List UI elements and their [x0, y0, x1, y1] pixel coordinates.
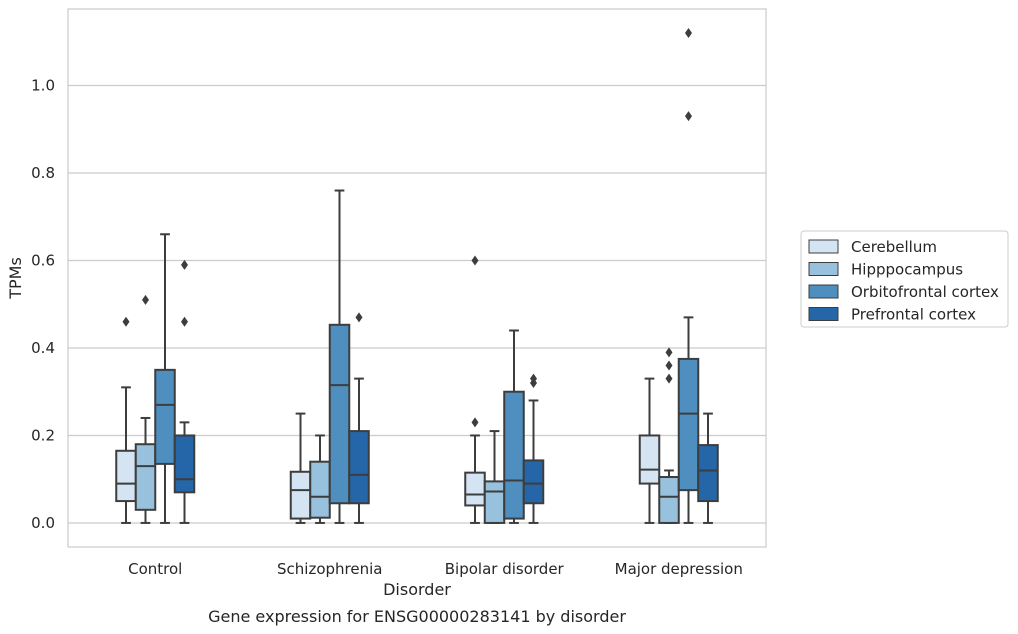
- outlier-marker: [471, 255, 479, 266]
- legend: Cerebellum Hipppocampus Orbitofrontal cort…: [800, 230, 1009, 328]
- y-tick-label: 0.0: [31, 514, 55, 532]
- x-axis-label: Disorder: [383, 580, 451, 599]
- box-iqr: [483, 480, 506, 524]
- chart-caption: Gene expression for ENSG00000283141 by d…: [208, 607, 626, 626]
- outlier-marker: [685, 28, 692, 39]
- outlier-marker: [181, 316, 188, 327]
- outlier-marker: [665, 360, 673, 371]
- plot-frame: [67, 8, 767, 548]
- box: [503, 329, 525, 524]
- legend-item: Prefrontal cortex: [808, 306, 976, 324]
- outlier-marker: [122, 316, 130, 327]
- box-iqr: [464, 471, 486, 507]
- box-iqr: [697, 444, 719, 503]
- box-iqr: [503, 390, 525, 520]
- legend-swatch: [808, 262, 839, 276]
- x-tick-label: Control: [128, 560, 182, 578]
- box: [154, 233, 176, 524]
- box: [483, 430, 506, 524]
- box: [638, 377, 661, 524]
- box-iqr: [154, 368, 176, 465]
- box: [522, 373, 545, 524]
- box-iqr: [658, 476, 680, 524]
- legend-item: Orbitofrontal cortex: [808, 283, 999, 301]
- legend-label: Orbitofrontal cortex: [851, 283, 999, 301]
- x-tick-label: Schizophrenia: [277, 560, 382, 578]
- box: [328, 189, 351, 524]
- x-tick-labels: Control Schizophrenia Bipolar disorder Majo…: [128, 560, 743, 578]
- legend-swatch: [808, 239, 839, 254]
- box-series: [115, 28, 719, 524]
- outlier-marker: [665, 373, 673, 384]
- y-tick-label: 1.0: [31, 77, 55, 95]
- box-iqr: [638, 434, 661, 485]
- legend-swatch: [808, 284, 839, 299]
- box-iqr: [522, 459, 545, 505]
- x-tick-label: Bipolar disorder: [445, 560, 565, 578]
- y-tick-labels: 0.0 0.2 0.4 0.6 0.8 1.0: [31, 77, 55, 532]
- x-tick-label: Major depression: [615, 560, 743, 578]
- box: [309, 434, 331, 524]
- box: [658, 347, 680, 524]
- legend-item: Cerebellum: [808, 238, 937, 256]
- y-tick-label: 0.4: [31, 339, 55, 357]
- box: [173, 259, 196, 524]
- box: [348, 312, 370, 524]
- outlier-marker: [471, 417, 479, 428]
- box-iqr: [309, 460, 331, 519]
- outlier-marker: [685, 111, 692, 122]
- box: [289, 412, 312, 524]
- legend-label: Hipppocampus: [851, 261, 963, 279]
- y-tick-label: 0.8: [31, 164, 55, 182]
- legend-frame: [800, 230, 1009, 328]
- outlier-marker: [142, 294, 149, 305]
- series-hipppocampus: [134, 294, 680, 524]
- y-tick-label: 0.6: [31, 252, 55, 270]
- outlier-marker: [665, 347, 673, 358]
- y-axis-label: TPMs: [6, 257, 25, 300]
- outlier-marker: [181, 259, 188, 270]
- y-tick-label: 0.2: [31, 426, 55, 444]
- legend-label: Cerebellum: [851, 238, 937, 256]
- series-orbitofrontal-cortex: [154, 28, 700, 524]
- box-iqr: [289, 470, 312, 520]
- box-iqr: [115, 449, 137, 503]
- box-iqr: [348, 430, 370, 505]
- legend-item: Hipppocampus: [808, 261, 963, 279]
- box-iqr: [328, 323, 351, 505]
- box: [115, 316, 137, 524]
- box: [697, 412, 719, 524]
- box-iqr: [173, 434, 196, 494]
- series-cerebellum: [115, 255, 661, 524]
- box: [677, 28, 700, 524]
- box: [134, 294, 157, 524]
- box: [464, 255, 486, 524]
- outlier-marker: [530, 373, 537, 384]
- legend-swatch: [808, 307, 839, 321]
- box-iqr: [134, 443, 157, 511]
- outlier-marker: [355, 312, 363, 323]
- legend-label: Prefrontal cortex: [851, 306, 976, 324]
- box-iqr: [677, 357, 700, 492]
- series-prefrontal-cortex: [173, 259, 719, 524]
